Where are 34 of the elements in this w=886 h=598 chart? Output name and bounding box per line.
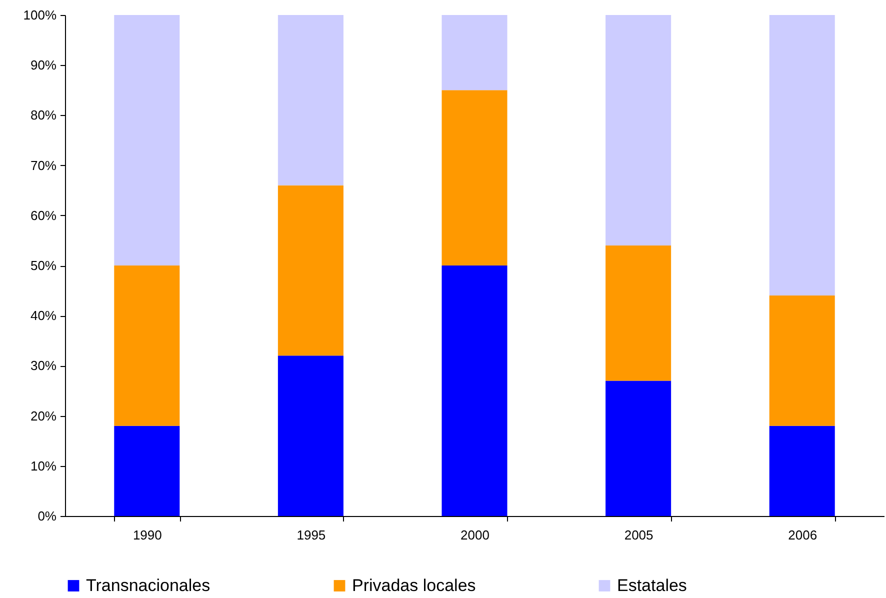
y-tick-label: 80% (30, 108, 57, 123)
legend-label: Transnacionales (86, 576, 210, 595)
x-tick-label: 1995 (296, 528, 326, 542)
bar (769, 426, 835, 516)
legend-label: Estatales (617, 576, 687, 595)
x-tick-label: 1990 (132, 528, 162, 542)
bar (606, 15, 672, 246)
y-tick-label: 70% (30, 158, 57, 173)
bar (769, 15, 835, 296)
y-tick-label: 90% (30, 58, 57, 73)
bar (278, 356, 344, 516)
y-tick-label: 60% (30, 208, 57, 223)
y-tick-label: 10% (30, 458, 57, 474)
bar (278, 185, 344, 356)
bar (114, 426, 180, 516)
y-tick-label: 50% (30, 258, 57, 273)
bar (442, 266, 508, 516)
bar (114, 266, 180, 426)
y-tick-label: 40% (30, 308, 57, 324)
x-tick-label: 2000 (460, 528, 490, 542)
bar (442, 90, 508, 266)
legend-label: Privadas locales (352, 576, 476, 595)
y-tick-label: 20% (30, 408, 57, 424)
y-tick-label: 100% (23, 8, 57, 22)
y-tick-label: 30% (30, 358, 57, 374)
x-tick-label: 2006 (788, 528, 818, 542)
x-tick-label: 2005 (624, 528, 654, 542)
bar (769, 296, 835, 426)
bar (114, 15, 180, 266)
bar (606, 245, 672, 381)
bar (442, 15, 508, 90)
y-tick-label: 0% (38, 508, 57, 524)
bar (278, 15, 344, 186)
bar (606, 380, 672, 516)
